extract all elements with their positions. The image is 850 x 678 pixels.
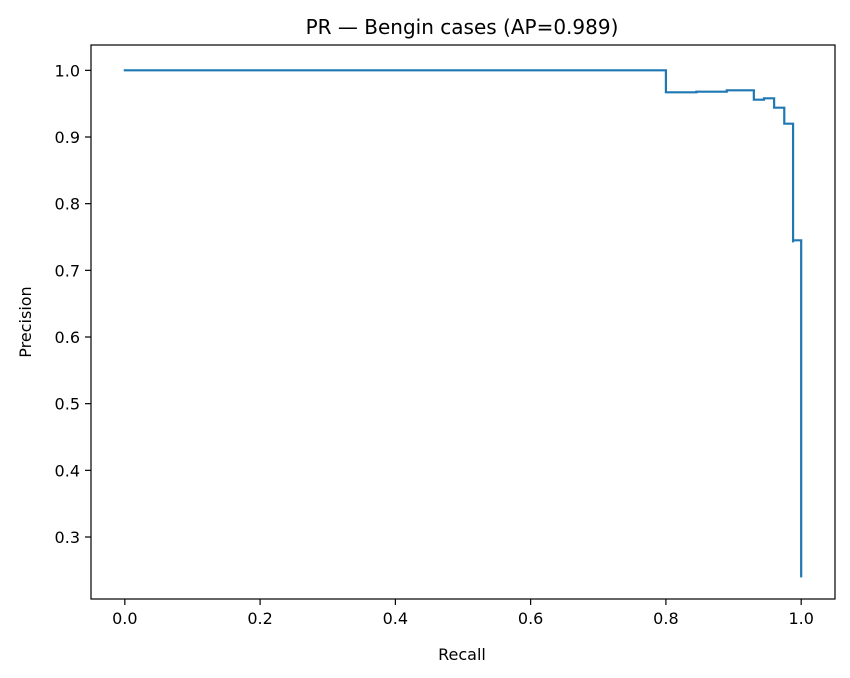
x-axis-ticks: 0.0 0.2 0.4 0.6 0.8 1.0 bbox=[112, 599, 814, 628]
x-tick-label: 0.4 bbox=[383, 609, 408, 628]
y-tick-label: 0.6 bbox=[55, 328, 80, 347]
y-tick-label: 0.7 bbox=[55, 261, 80, 280]
plot-frame bbox=[90, 44, 836, 600]
y-tick-label: 0.9 bbox=[55, 128, 80, 147]
x-tick-label: 0.2 bbox=[247, 609, 272, 628]
y-tick-label: 0.5 bbox=[55, 395, 80, 414]
y-tick-label: 0.3 bbox=[55, 528, 80, 547]
y-tick-label: 1.0 bbox=[55, 61, 80, 80]
x-tick-label: 0.0 bbox=[112, 609, 137, 628]
x-tick-label: 1.0 bbox=[788, 609, 813, 628]
y-axis-label: Precision bbox=[16, 286, 35, 357]
x-tick-label: 0.8 bbox=[653, 609, 678, 628]
x-axis-label: Recall bbox=[438, 645, 486, 664]
pr-curve-line bbox=[123, 69, 803, 578]
y-tick-label: 0.4 bbox=[55, 461, 80, 480]
y-tick-label: 0.8 bbox=[55, 195, 80, 214]
y-axis-ticks: 0.3 0.4 0.5 0.6 0.7 0.8 0.9 1.0 bbox=[55, 61, 91, 547]
chart-title: PR — Bengin cases (AP=0.989) bbox=[306, 15, 619, 39]
x-tick-label: 0.6 bbox=[518, 609, 543, 628]
plot-marks bbox=[123, 69, 803, 578]
